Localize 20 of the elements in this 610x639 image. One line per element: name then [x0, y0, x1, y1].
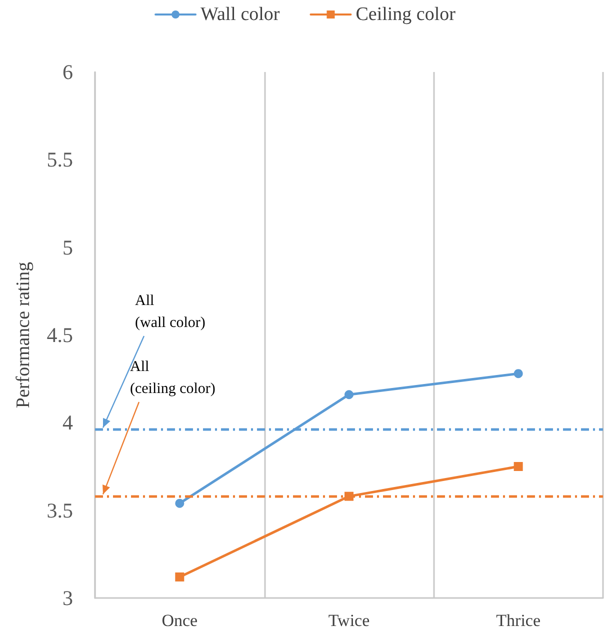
ref-line-label: All (ceiling color) — [130, 359, 216, 397]
point — [344, 390, 354, 400]
y-tick-label: 3 — [62, 586, 73, 610]
y-tick-label: 5 — [62, 235, 73, 260]
x-tick-label: Once — [162, 611, 198, 630]
x-tick-label: Twice — [328, 611, 370, 630]
x-tick-label: Thrice — [496, 611, 541, 630]
legend-label: Ceiling color — [356, 4, 456, 25]
point — [514, 369, 523, 378]
y-tick-label: 5.5 — [46, 148, 73, 172]
legend-label: Wall color — [200, 4, 280, 25]
point — [175, 498, 184, 508]
point — [514, 462, 523, 471]
y-tick-label: 4.5 — [46, 323, 73, 347]
y-tick-label: 6 — [62, 60, 73, 84]
ref-line-label: All (wall color) — [135, 293, 206, 331]
point — [175, 572, 184, 582]
y-tick-label: 4 — [62, 410, 74, 435]
y-tick-label: 3.5 — [46, 498, 73, 522]
y-axis-title: Performance rating — [13, 261, 34, 408]
